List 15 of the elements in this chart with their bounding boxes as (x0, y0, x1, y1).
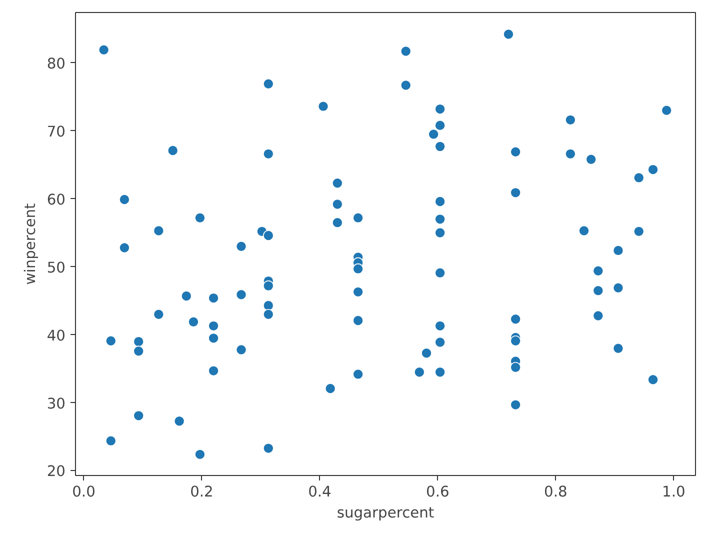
x-tick-label: 1.0 (662, 484, 686, 500)
x-tick-label: 0.8 (544, 484, 568, 500)
x-tick-label: 0.6 (426, 484, 450, 500)
y-tick-label: 30 (46, 395, 66, 412)
y-tick-label: 20 (46, 463, 66, 480)
y-tick-label: 60 (46, 191, 66, 208)
x-tick-label: 0.0 (72, 484, 96, 500)
y-tick-label: 70 (46, 123, 66, 140)
y-tick-label: 80 (46, 55, 66, 72)
y-tick-label: 50 (46, 259, 66, 276)
x-tick-label: 0.4 (308, 484, 332, 500)
y-axis-title: winpercent (22, 203, 39, 285)
x-tick-label: 0.2 (190, 484, 214, 500)
x-axis-title: sugarpercent (336, 504, 434, 522)
y-tick-label: 40 (46, 327, 66, 344)
